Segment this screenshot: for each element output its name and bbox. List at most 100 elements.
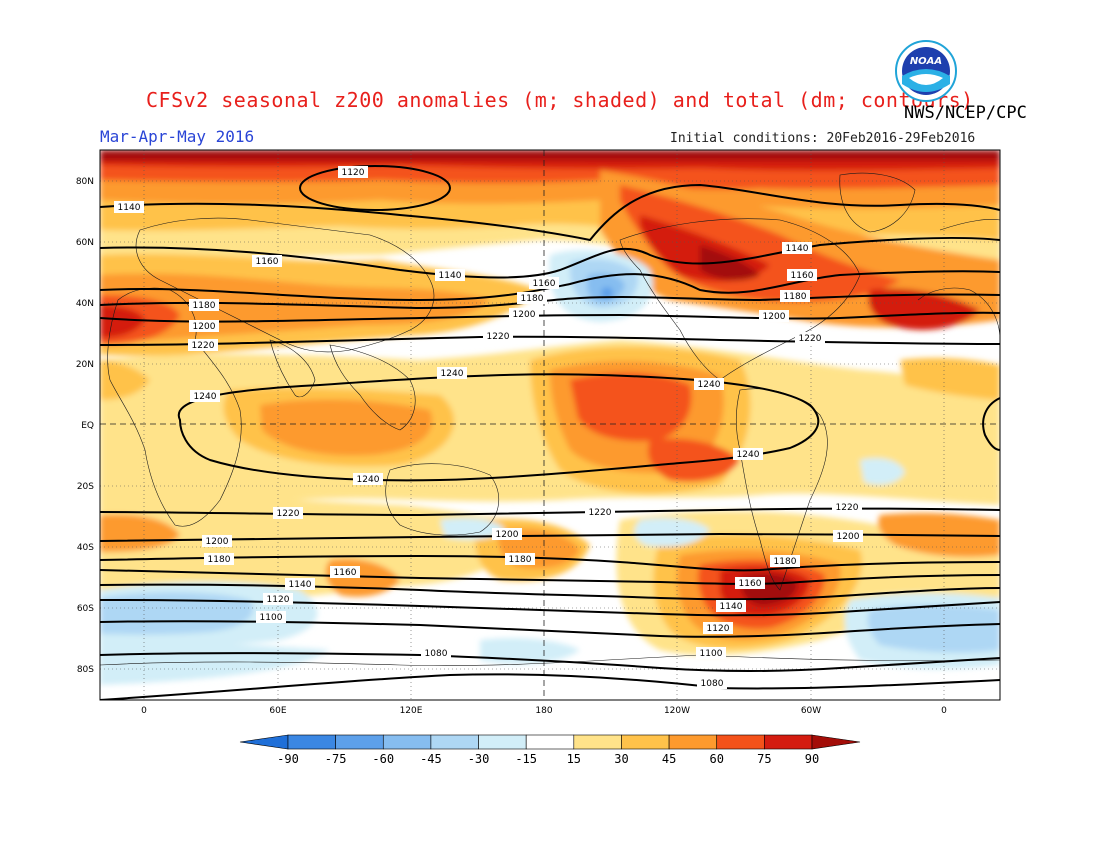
noaa-logo-icon: NOAA	[895, 40, 957, 102]
contour-label: 1180	[204, 553, 234, 565]
colorbar-tick-label: -15	[515, 752, 537, 766]
lat-tick-label: 20S	[77, 482, 94, 492]
svg-text:1160: 1160	[533, 279, 556, 289]
lon-tick-label: 120W	[664, 706, 690, 716]
colorbar-tick-label: 15	[567, 752, 581, 766]
contour-label: 1240	[694, 378, 724, 390]
latitude-axis: 80N 60N 40N 20N EQ 20S 40S 60S 80S	[76, 177, 94, 675]
lat-tick-label: 20N	[76, 360, 94, 370]
svg-text:1120: 1120	[342, 168, 365, 178]
colorbar-swatch	[287, 734, 336, 750]
agency-label: NWS/NCEP/CPC	[904, 103, 1027, 123]
contour-label: 1160	[252, 255, 282, 267]
contour-label: 1200	[833, 530, 863, 542]
colorbar-swatch	[382, 734, 432, 750]
contour-label: 1200	[202, 535, 232, 547]
map-frame	[99, 149, 1001, 701]
lat-tick-label: 40N	[76, 299, 94, 309]
colorbar-swatch	[335, 734, 384, 750]
colorbar-swatch	[478, 734, 527, 750]
svg-text:1160: 1160	[256, 257, 279, 267]
contour-label: 1080	[697, 677, 727, 689]
contour-label: 1180	[770, 555, 800, 567]
reference-lines	[100, 150, 1000, 700]
colorbar-swatch	[525, 734, 575, 750]
colorbar-lower-arrow	[239, 734, 289, 750]
svg-text:1220: 1220	[589, 508, 612, 518]
svg-text:1220: 1220	[277, 509, 300, 519]
svg-text:1100: 1100	[260, 613, 283, 623]
contour-label: 1120	[263, 593, 293, 605]
contour-label: 1140	[716, 600, 746, 612]
colorbar-upper-arrow	[811, 734, 861, 750]
lon-tick-label: 0	[141, 706, 147, 716]
lon-tick-label: 180	[535, 706, 552, 716]
svg-text:1140: 1140	[289, 580, 312, 590]
lat-tick-label: 80N	[76, 177, 94, 187]
contour-label: 1220	[188, 339, 218, 351]
svg-text:1200: 1200	[763, 312, 786, 322]
colorbar-tick-label: -45	[420, 752, 442, 766]
svg-text:1100: 1100	[700, 649, 723, 659]
lon-tick-label: 120E	[400, 706, 423, 716]
contour-label: 1200	[492, 528, 522, 540]
map-title: CFSv2 seasonal z200 anomalies (m; shaded…	[146, 88, 974, 112]
colorbar-swatch	[430, 734, 479, 750]
colorbar-swatch	[764, 734, 813, 750]
svg-text:1200: 1200	[206, 537, 229, 547]
contour-label: 1220	[585, 506, 615, 518]
svg-text:NOAA: NOAA	[910, 56, 942, 67]
contour-label: 1100	[696, 647, 726, 659]
svg-text:1180: 1180	[774, 557, 797, 567]
contour-label: 1220	[795, 332, 825, 344]
svg-text:1160: 1160	[739, 579, 762, 589]
contour-label: 1180	[505, 553, 535, 565]
svg-text:1180: 1180	[784, 292, 807, 302]
contour-labels: 1120 1140 1160 1140 1160 1180 1180 1200 …	[114, 166, 863, 689]
colorbar-tick-label: 90	[805, 752, 819, 766]
contour-label: 1140	[114, 201, 144, 213]
contour-label: 1240	[353, 473, 383, 485]
svg-text:1120: 1120	[707, 624, 730, 634]
contour-label: 1220	[273, 507, 303, 519]
colorbar-swatch	[716, 734, 765, 750]
contour-label: 1200	[759, 310, 789, 322]
svg-text:1180: 1180	[521, 294, 544, 304]
svg-text:1180: 1180	[193, 301, 216, 311]
svg-text:1200: 1200	[837, 532, 860, 542]
contour-label: 1080	[421, 647, 451, 659]
svg-text:1220: 1220	[192, 341, 215, 351]
svg-text:1200: 1200	[193, 322, 216, 332]
svg-text:1080: 1080	[425, 649, 448, 659]
svg-text:1220: 1220	[487, 332, 510, 342]
colorbar-swatch	[573, 734, 622, 750]
contour-label: 1160	[787, 269, 817, 281]
contour-label: 1240	[437, 367, 467, 379]
lat-tick-label: 60N	[76, 238, 94, 248]
colorbar-tick-label: -30	[468, 752, 490, 766]
contour-label: 1180	[189, 299, 219, 311]
colorbar-tick-label: 30	[614, 752, 628, 766]
svg-text:1240: 1240	[698, 380, 721, 390]
contour-label: 1220	[832, 501, 862, 513]
contour-label: 1240	[190, 390, 220, 402]
contour-label: 1240	[733, 448, 763, 460]
contour-label: 1160	[735, 577, 765, 589]
season-label: Mar-Apr-May 2016	[100, 127, 255, 146]
svg-text:1240: 1240	[194, 392, 217, 402]
contour-label: 1140	[782, 242, 812, 254]
colorbar-swatch	[621, 734, 670, 750]
colorbar-swatch	[668, 734, 718, 750]
svg-text:1140: 1140	[439, 271, 462, 281]
svg-text:1160: 1160	[334, 568, 357, 578]
longitude-axis: 0 60E 120E 180 120W 60W 0	[141, 706, 947, 716]
svg-text:1180: 1180	[509, 555, 532, 565]
colorbar-tick-label: 60	[710, 752, 724, 766]
svg-text:1200: 1200	[513, 310, 536, 320]
svg-text:1240: 1240	[357, 475, 380, 485]
lat-tick-label: 80S	[77, 665, 94, 675]
colorbar-tick-label: 75	[757, 752, 771, 766]
contour-label: 1120	[703, 622, 733, 634]
lat-tick-label: 60S	[77, 604, 94, 614]
